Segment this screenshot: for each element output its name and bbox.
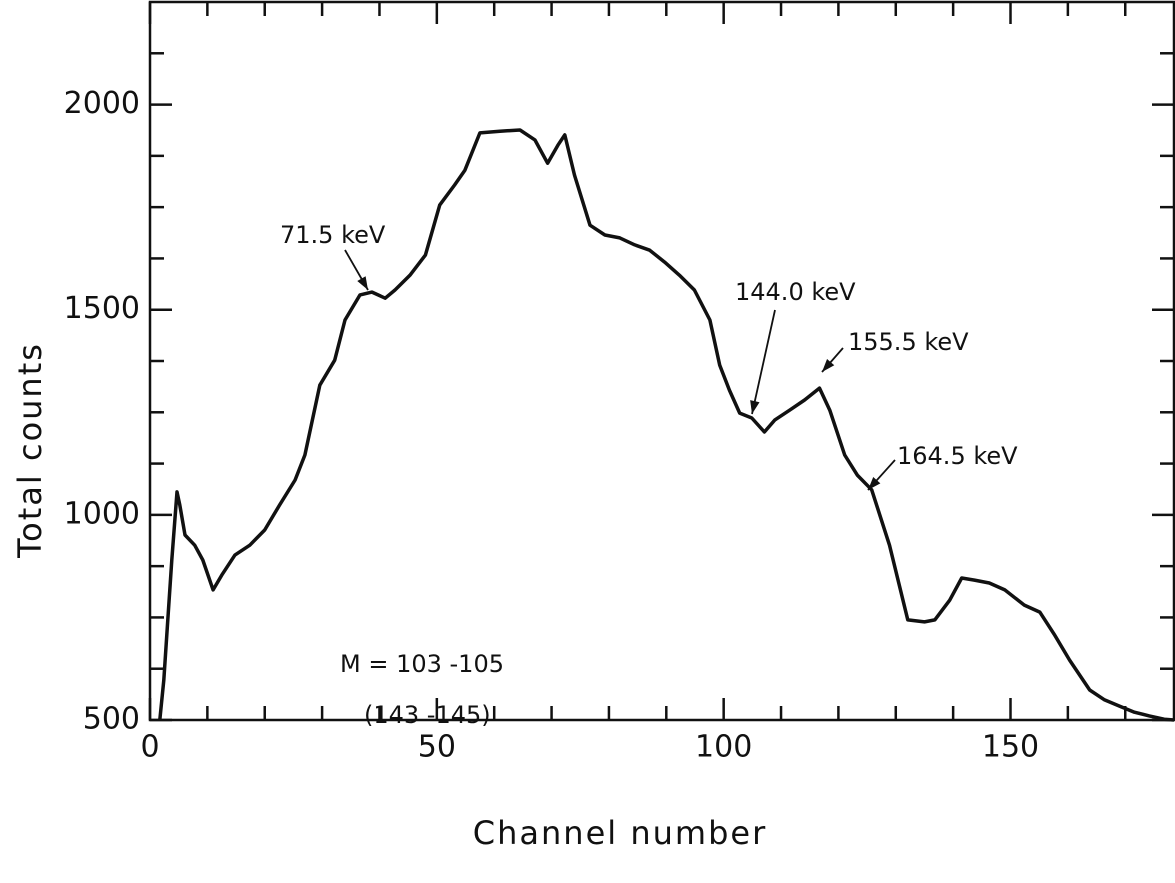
annotation-arrowhead bbox=[357, 276, 368, 290]
annotation-arrowhead bbox=[822, 358, 835, 372]
annotation-arrowhead bbox=[868, 477, 881, 490]
annotation: (143 -145) bbox=[364, 701, 491, 729]
y-tick-label: 1000 bbox=[64, 496, 140, 531]
annotation: 164.5 keV bbox=[897, 442, 1018, 470]
annotation: 155.5 keV bbox=[848, 328, 969, 356]
y-tick-label: 2000 bbox=[64, 86, 140, 121]
y-tick-label: 1500 bbox=[64, 291, 140, 326]
x-tick-label: 100 bbox=[695, 730, 752, 765]
data-line bbox=[158, 128, 1175, 722]
y-axis-title: Total counts bbox=[11, 342, 49, 559]
annotation: M = 103 -105 bbox=[340, 650, 504, 678]
x-axis-title: Channel number bbox=[473, 814, 767, 852]
plot-frame bbox=[148, 0, 1175, 722]
y-tick-label: 500 bbox=[83, 702, 140, 737]
x-tick-label: 150 bbox=[982, 730, 1039, 765]
annotation-arrowhead bbox=[750, 400, 760, 414]
x-tick-label: 0 bbox=[140, 730, 159, 765]
annotation: 144.0 keV bbox=[735, 278, 856, 306]
annotation: 71.5 keV bbox=[280, 221, 386, 249]
x-tick-label: 50 bbox=[418, 730, 456, 765]
annotation-arrow bbox=[751, 309, 776, 415]
